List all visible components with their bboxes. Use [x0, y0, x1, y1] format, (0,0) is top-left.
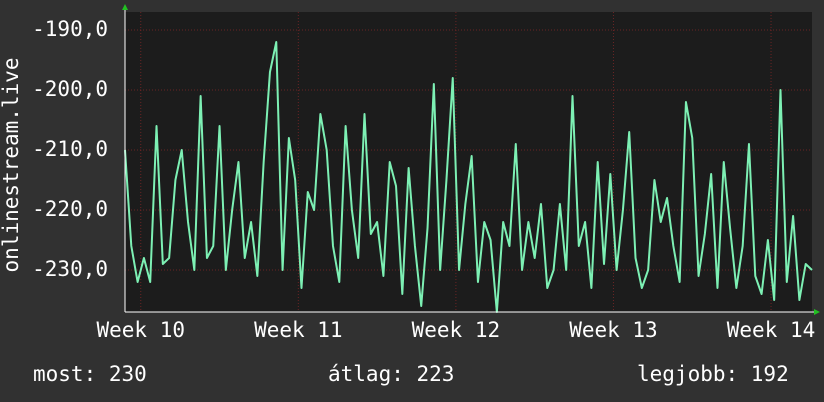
y-tick-label: -190,0	[32, 17, 108, 41]
footer-current: most: 230	[33, 362, 147, 386]
x-axis-arrow	[814, 309, 820, 315]
x-tick-label: Week 13	[569, 318, 658, 342]
line-series	[124, 41, 813, 313]
x-tick-label: Week 14	[727, 318, 816, 342]
y-tick-label: -230,0	[32, 257, 108, 281]
y-tick-label: -210,0	[32, 137, 108, 161]
x-tick-label: Week 11	[254, 318, 343, 342]
y-axis-arrow	[122, 4, 128, 10]
footer-average: átlag: 223	[328, 362, 454, 386]
y-tick-label: -200,0	[32, 77, 108, 101]
x-tick-label: Week 10	[96, 318, 185, 342]
y-tick-label: -220,0	[32, 197, 108, 221]
x-tick-label: Week 12	[412, 318, 501, 342]
y-axis-label: onlinestream.live	[0, 58, 23, 273]
plot-area	[125, 12, 812, 312]
footer-best: legjobb: 192	[637, 362, 789, 386]
